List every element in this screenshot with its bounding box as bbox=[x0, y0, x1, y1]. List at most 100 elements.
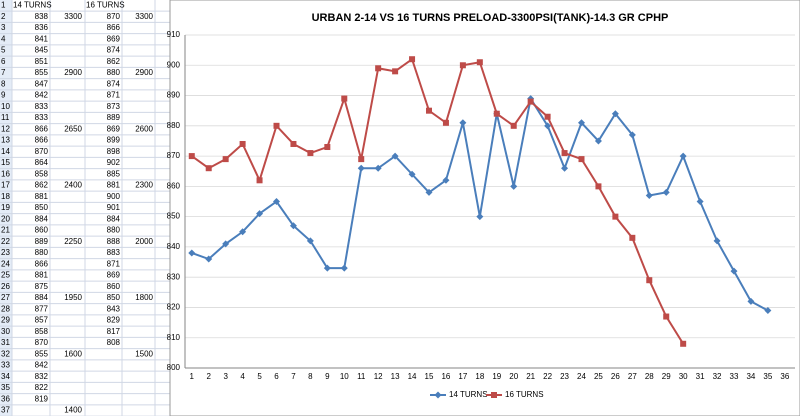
cell: 858 bbox=[35, 169, 49, 178]
cell: 871 bbox=[107, 91, 121, 100]
marker bbox=[408, 170, 416, 178]
marker bbox=[256, 177, 263, 184]
chart-title: URBAN 2-14 VS 16 TURNS PRELOAD-3300PSI(T… bbox=[312, 12, 669, 24]
cell: 862 bbox=[35, 181, 49, 190]
x-tick-label: 2 bbox=[206, 372, 211, 381]
cell: 880 bbox=[35, 248, 49, 257]
row-number: 1 bbox=[1, 1, 6, 10]
row-number: 11 bbox=[1, 113, 10, 122]
row-number: 24 bbox=[1, 259, 10, 268]
legend-marker bbox=[491, 392, 497, 398]
cell: 1800 bbox=[135, 293, 153, 302]
cell: 889 bbox=[107, 113, 121, 122]
marker bbox=[646, 277, 653, 284]
cell: 1600 bbox=[64, 349, 82, 358]
marker bbox=[357, 164, 365, 172]
x-tick-label: 29 bbox=[662, 372, 671, 381]
marker bbox=[663, 313, 670, 320]
cell: 862 bbox=[107, 57, 121, 66]
cell: 880 bbox=[107, 226, 121, 235]
x-tick-label: 20 bbox=[509, 372, 518, 381]
cell: 860 bbox=[35, 226, 49, 235]
x-tick-label: 18 bbox=[475, 372, 484, 381]
marker bbox=[324, 144, 331, 151]
marker bbox=[628, 131, 636, 139]
x-tick-label: 10 bbox=[340, 372, 349, 381]
cell: 866 bbox=[35, 124, 49, 133]
cell: 873 bbox=[107, 102, 121, 111]
cell: 880 bbox=[107, 68, 121, 77]
x-tick-label: 30 bbox=[679, 372, 688, 381]
x-tick-label: 5 bbox=[257, 372, 262, 381]
row-number: 31 bbox=[1, 338, 10, 347]
row-number: 22 bbox=[1, 237, 10, 246]
x-tick-label: 24 bbox=[577, 372, 586, 381]
cell: 870 bbox=[35, 338, 49, 347]
cell: 832 bbox=[35, 372, 49, 381]
x-tick-label: 21 bbox=[526, 372, 535, 381]
cell: 858 bbox=[35, 327, 49, 336]
cell: 889 bbox=[35, 237, 49, 246]
marker bbox=[425, 188, 433, 196]
y-tick-label: 810 bbox=[167, 333, 181, 342]
cell: 2600 bbox=[135, 124, 153, 133]
x-tick-label: 7 bbox=[291, 372, 296, 381]
marker bbox=[188, 249, 196, 257]
marker bbox=[510, 122, 517, 129]
marker bbox=[611, 110, 619, 118]
cell: 838 bbox=[35, 12, 49, 21]
marker bbox=[561, 150, 568, 157]
y-tick-label: 800 bbox=[167, 363, 181, 372]
x-tick-label: 17 bbox=[458, 372, 467, 381]
cell: 819 bbox=[35, 394, 49, 403]
cell: 860 bbox=[107, 282, 121, 291]
cell: 833 bbox=[35, 102, 49, 111]
marker bbox=[696, 198, 704, 205]
marker bbox=[476, 59, 483, 66]
cell: 875 bbox=[35, 282, 49, 291]
row-number: 14 bbox=[1, 147, 10, 156]
row-number: 3 bbox=[1, 23, 6, 32]
y-tick-label: 830 bbox=[167, 272, 181, 281]
x-tick-label: 36 bbox=[780, 372, 789, 381]
cell: 901 bbox=[107, 203, 121, 212]
x-tick-label: 14 bbox=[408, 372, 417, 381]
cell: 2300 bbox=[135, 181, 153, 190]
marker bbox=[764, 306, 772, 314]
cell: 822 bbox=[35, 383, 49, 392]
cell: 845 bbox=[35, 46, 49, 55]
cell: 870 bbox=[107, 12, 121, 21]
row-number: 20 bbox=[1, 214, 10, 223]
x-tick-label: 27 bbox=[628, 372, 637, 381]
marker bbox=[239, 228, 247, 236]
marker bbox=[493, 110, 500, 117]
row-number: 17 bbox=[1, 181, 10, 190]
y-tick-label: 850 bbox=[167, 212, 181, 221]
marker bbox=[290, 140, 297, 147]
cell: 866 bbox=[35, 259, 49, 268]
x-tick-label: 3 bbox=[223, 372, 228, 381]
marker bbox=[645, 191, 653, 199]
cell: 898 bbox=[107, 147, 121, 156]
cell: 899 bbox=[107, 136, 121, 145]
cell: 829 bbox=[107, 316, 121, 325]
marker bbox=[205, 165, 212, 172]
legend-label: 16 TURNS bbox=[505, 390, 544, 399]
x-tick-label: 9 bbox=[325, 372, 330, 381]
marker bbox=[188, 153, 195, 160]
cell: 836 bbox=[35, 23, 49, 32]
cell: 833 bbox=[35, 113, 49, 122]
series-line bbox=[191, 57, 685, 345]
marker bbox=[476, 213, 484, 221]
x-tick-label: 25 bbox=[594, 372, 603, 381]
marker bbox=[578, 119, 585, 127]
row-number: 30 bbox=[1, 327, 10, 336]
cell: 857 bbox=[35, 316, 49, 325]
cell: 902 bbox=[107, 158, 121, 167]
x-tick-label: 33 bbox=[730, 372, 739, 381]
marker bbox=[747, 297, 755, 305]
marker bbox=[341, 95, 348, 102]
marker bbox=[527, 98, 534, 105]
row-header bbox=[0, 0, 12, 416]
